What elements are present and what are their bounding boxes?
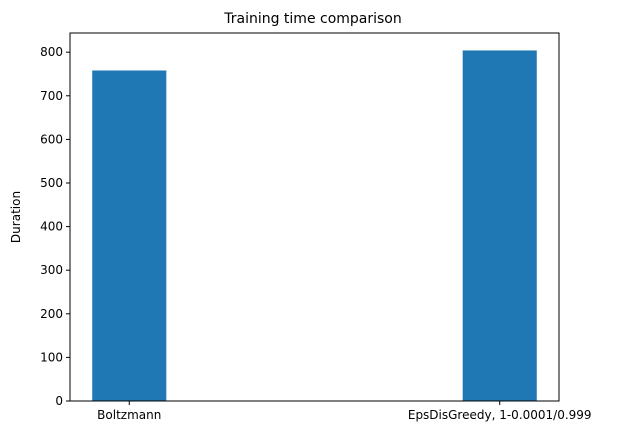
x-axis: Boltzmann EpsDisGreedy, 1-0.0001/0.999 <box>97 401 592 422</box>
y-axis: 0 100 200 300 400 500 600 700 800 <box>40 45 70 408</box>
y-tick-label: 800 <box>40 45 63 59</box>
y-tick-label: 600 <box>40 132 63 146</box>
bar-1 <box>462 50 537 401</box>
y-tick-label: 0 <box>55 394 63 408</box>
bar-0 <box>92 70 167 402</box>
y-tick-label: 100 <box>40 350 63 364</box>
plot-frame <box>69 32 560 402</box>
bars-group <box>92 50 537 402</box>
x-tick-label: Boltzmann <box>97 408 161 422</box>
y-tick-label: 400 <box>40 220 63 234</box>
y-tick-label: 300 <box>40 263 63 277</box>
y-tick-label: 500 <box>40 176 63 190</box>
chart-title: Training time comparison <box>223 11 402 27</box>
y-tick-label: 200 <box>40 307 63 321</box>
y-tick-label: 700 <box>40 89 63 103</box>
y-axis-label: Duration <box>9 191 23 243</box>
x-tick-label: EpsDisGreedy, 1-0.0001/0.999 <box>408 408 592 422</box>
